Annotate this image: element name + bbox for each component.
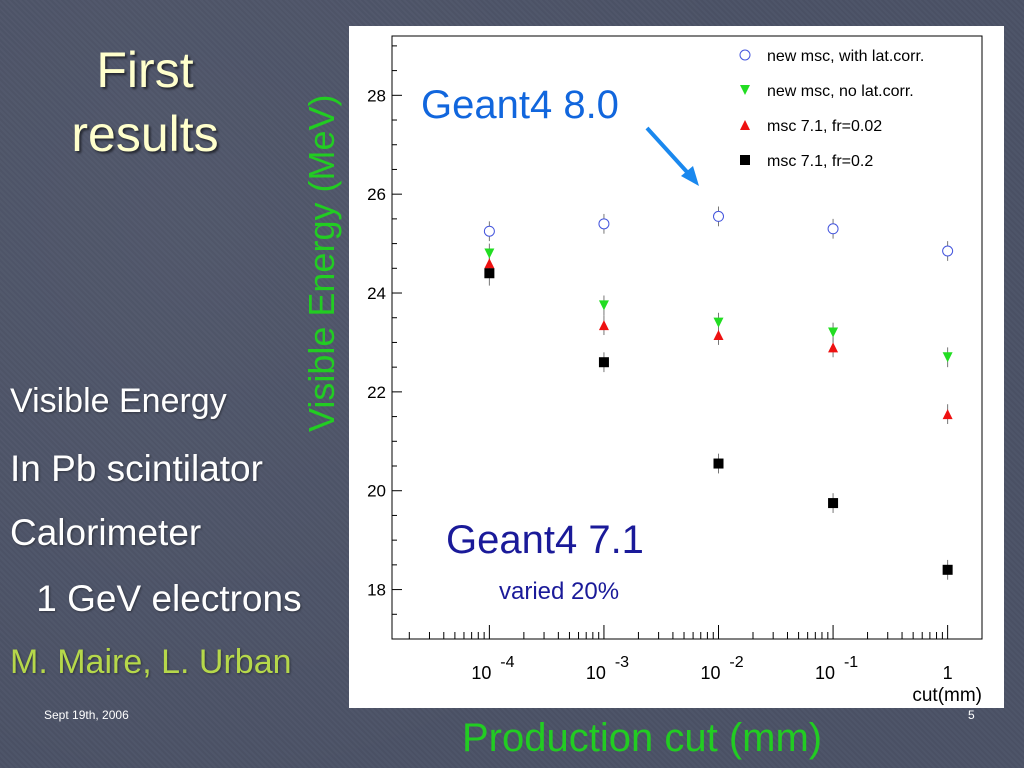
y-tick-label: 20 (367, 482, 386, 501)
data-point (828, 342, 839, 353)
x-tick-label: 10 (471, 663, 491, 683)
legend-label: msc 7.1, fr=0.02 (767, 118, 882, 135)
title-line-1: First (96, 42, 194, 98)
y-tick-label: 28 (367, 86, 386, 105)
data-point (713, 317, 724, 328)
y-tick-label: 24 (367, 284, 386, 303)
legend-marker (740, 85, 750, 95)
x-tick-exponent: -3 (615, 654, 629, 671)
data-point (827, 223, 839, 235)
data-point (713, 458, 724, 469)
data-point (484, 248, 495, 259)
data-point (713, 330, 724, 341)
legend-marker (740, 155, 750, 165)
title-line-2: results (71, 106, 219, 162)
annotation-arrow-shaft (645, 126, 689, 174)
data-point (828, 327, 839, 338)
y-axis-title-svg: Visible Energy (MeV) (301, 95, 342, 432)
y-tick-label: 22 (367, 383, 386, 402)
annotation-varied: varied 20% (499, 578, 619, 605)
data-point (598, 320, 609, 331)
data-point (483, 225, 495, 237)
data-point (598, 300, 609, 311)
y-tick-label: 26 (367, 185, 386, 204)
legend-label: new msc, no lat.corr. (767, 83, 914, 100)
authors-label: M. Maire, L. Urban (10, 643, 292, 681)
annotation-geant4-7: Geant4 7.1 (446, 518, 644, 562)
data-point (484, 268, 495, 279)
legend-marker (739, 49, 751, 61)
slide-title: First results (30, 38, 260, 166)
data-point (598, 357, 609, 368)
data-point (828, 498, 839, 509)
x-tick-exponent: -1 (844, 654, 858, 671)
annotation-arrow-head (681, 166, 699, 186)
calorimeter-label: Calorimeter (10, 512, 202, 553)
visible-energy-label: Visible Energy (10, 382, 227, 420)
x-tick-exponent: -2 (729, 654, 743, 671)
data-point (942, 409, 953, 420)
footer-date: Sept 19th, 2006 (44, 708, 129, 722)
in-pb-label: In Pb scintilator (10, 448, 263, 489)
electrons-label: 1 GeV electrons (26, 578, 302, 619)
x-axis-label: cut(mm) (912, 685, 982, 706)
y-axis-title: Visible Energy (MeV) (301, 95, 342, 432)
annotation-geant4-8: Geant4 8.0 (421, 83, 619, 127)
x-tick-label: 10 (700, 663, 720, 683)
data-point (942, 245, 954, 257)
x-tick-label: 1 (943, 663, 953, 683)
footer-page-number: 5 (968, 708, 975, 722)
plot-frame (391, 35, 983, 640)
data-point (713, 210, 725, 222)
x-tick-label: 10 (586, 663, 606, 683)
x-tick-label: 10 (815, 663, 835, 683)
legend-label: msc 7.1, fr=0.2 (767, 153, 873, 170)
x-axis-title: Production cut (mm) (462, 716, 823, 760)
data-point (942, 352, 953, 363)
legend-marker (740, 120, 750, 130)
x-tick-exponent: -4 (500, 654, 514, 671)
data-point (484, 258, 495, 269)
y-tick-label: 18 (367, 581, 386, 600)
data-point (598, 218, 610, 230)
chart-panel: 18 20 22 24 26 28 10 -4 10 -3 10 -2 10 -1 1 cut(mm) new … (349, 26, 1004, 708)
data-point (942, 564, 953, 575)
legend-label: new msc, with lat.corr. (767, 48, 924, 65)
